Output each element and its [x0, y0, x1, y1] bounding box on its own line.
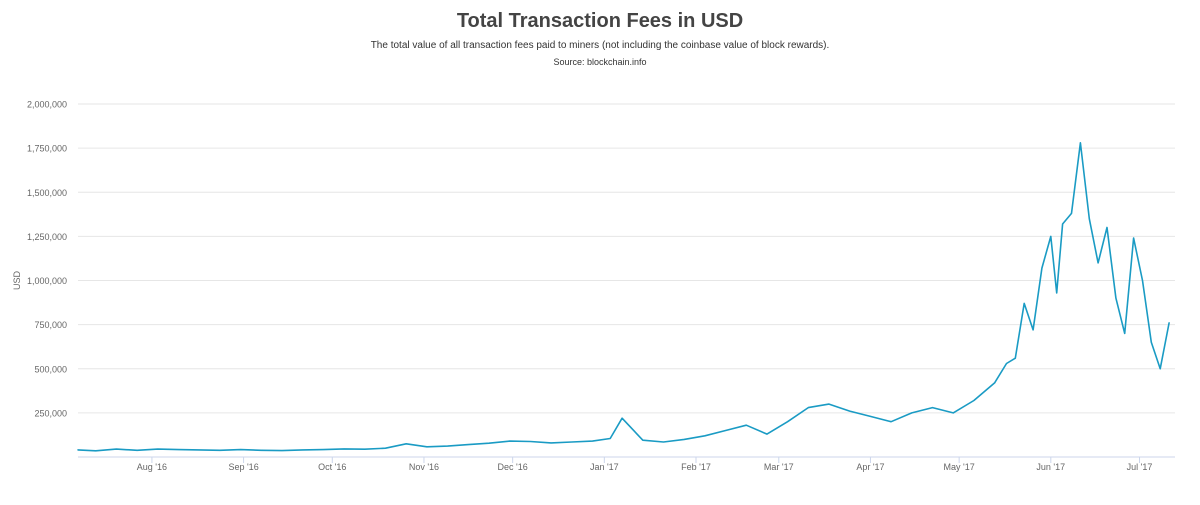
x-tick-label: Aug '16 [137, 462, 167, 472]
x-tick-label: Oct '16 [318, 462, 346, 472]
y-axis-title: USD [12, 271, 22, 291]
x-tick-label: Mar '17 [764, 462, 794, 472]
x-tick-label: Apr '17 [856, 462, 884, 472]
y-tick-label: 1,750,000 [27, 144, 67, 154]
y-tick-label: 1,250,000 [27, 232, 67, 242]
y-tick-label: 250,000 [34, 408, 67, 418]
x-tick-label: Jun '17 [1036, 462, 1065, 472]
x-tick-label: Sep '16 [228, 462, 258, 472]
y-tick-label: 500,000 [34, 364, 67, 374]
y-tick-label: 1,500,000 [27, 188, 67, 198]
y-tick-label: 1,000,000 [27, 276, 67, 286]
x-tick-label: May '17 [944, 462, 975, 472]
x-tick-label: Jan '17 [590, 462, 619, 472]
series-line [78, 143, 1169, 451]
y-tick-label: 750,000 [34, 320, 67, 330]
x-tick-label: Feb '17 [681, 462, 711, 472]
x-tick-label: Dec '16 [498, 462, 528, 472]
x-tick-label: Jul '17 [1127, 462, 1153, 472]
x-tick-label: Nov '16 [409, 462, 439, 472]
grid-layer [78, 104, 1175, 413]
y-tick-label: 2,000,000 [27, 100, 67, 110]
label-layer: 250,000 500,000 750,000 1,000,000 1,250,000 1… [12, 100, 1152, 473]
series-layer [78, 143, 1169, 451]
